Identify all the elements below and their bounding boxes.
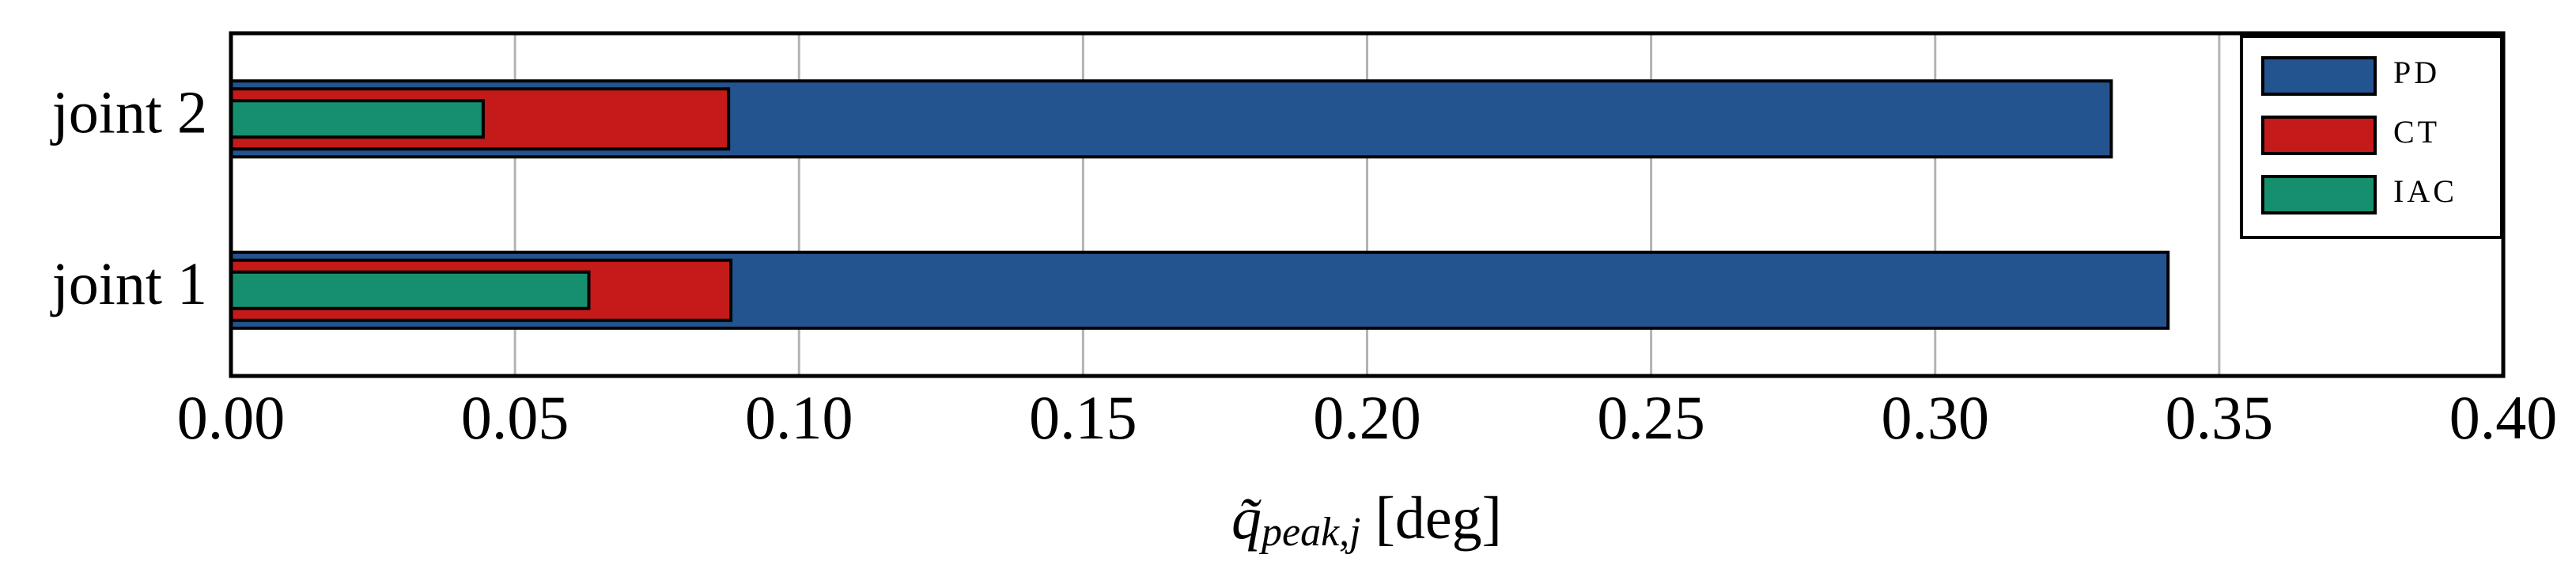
legend-label: IAC xyxy=(2393,173,2457,209)
y-tick-label: joint 2 xyxy=(50,80,207,146)
legend-swatch xyxy=(2261,175,2377,214)
x-tick-label: 0.15 xyxy=(1029,383,1137,452)
x-tick-label: 0.30 xyxy=(1882,383,1990,452)
x-tick-label: 0.20 xyxy=(1313,383,1421,452)
y-tick-label: joint 1 xyxy=(50,251,207,317)
bar xyxy=(229,99,485,139)
x-tick-label: 0.35 xyxy=(2166,383,2274,452)
x-tick-label: 0.25 xyxy=(1597,383,1705,452)
x-label-unit: [deg] xyxy=(1375,485,1502,552)
legend-label: PD xyxy=(2393,55,2440,90)
x-label-subscript: peak,j xyxy=(1258,510,1361,555)
legend-swatch xyxy=(2261,56,2377,96)
x-axis-label: q̃peak,j [deg] xyxy=(1231,485,1502,555)
bar xyxy=(229,270,591,310)
x-tick-label: 0.40 xyxy=(2449,383,2558,452)
x-tick-label: 0.10 xyxy=(745,383,853,452)
x-tick-label: 0.05 xyxy=(461,383,569,452)
legend-label: CT xyxy=(2393,114,2440,150)
x-tick-label: 0.00 xyxy=(177,383,286,452)
legend-swatch xyxy=(2261,116,2377,155)
x-label-symbol: q̃ xyxy=(1231,485,1262,552)
